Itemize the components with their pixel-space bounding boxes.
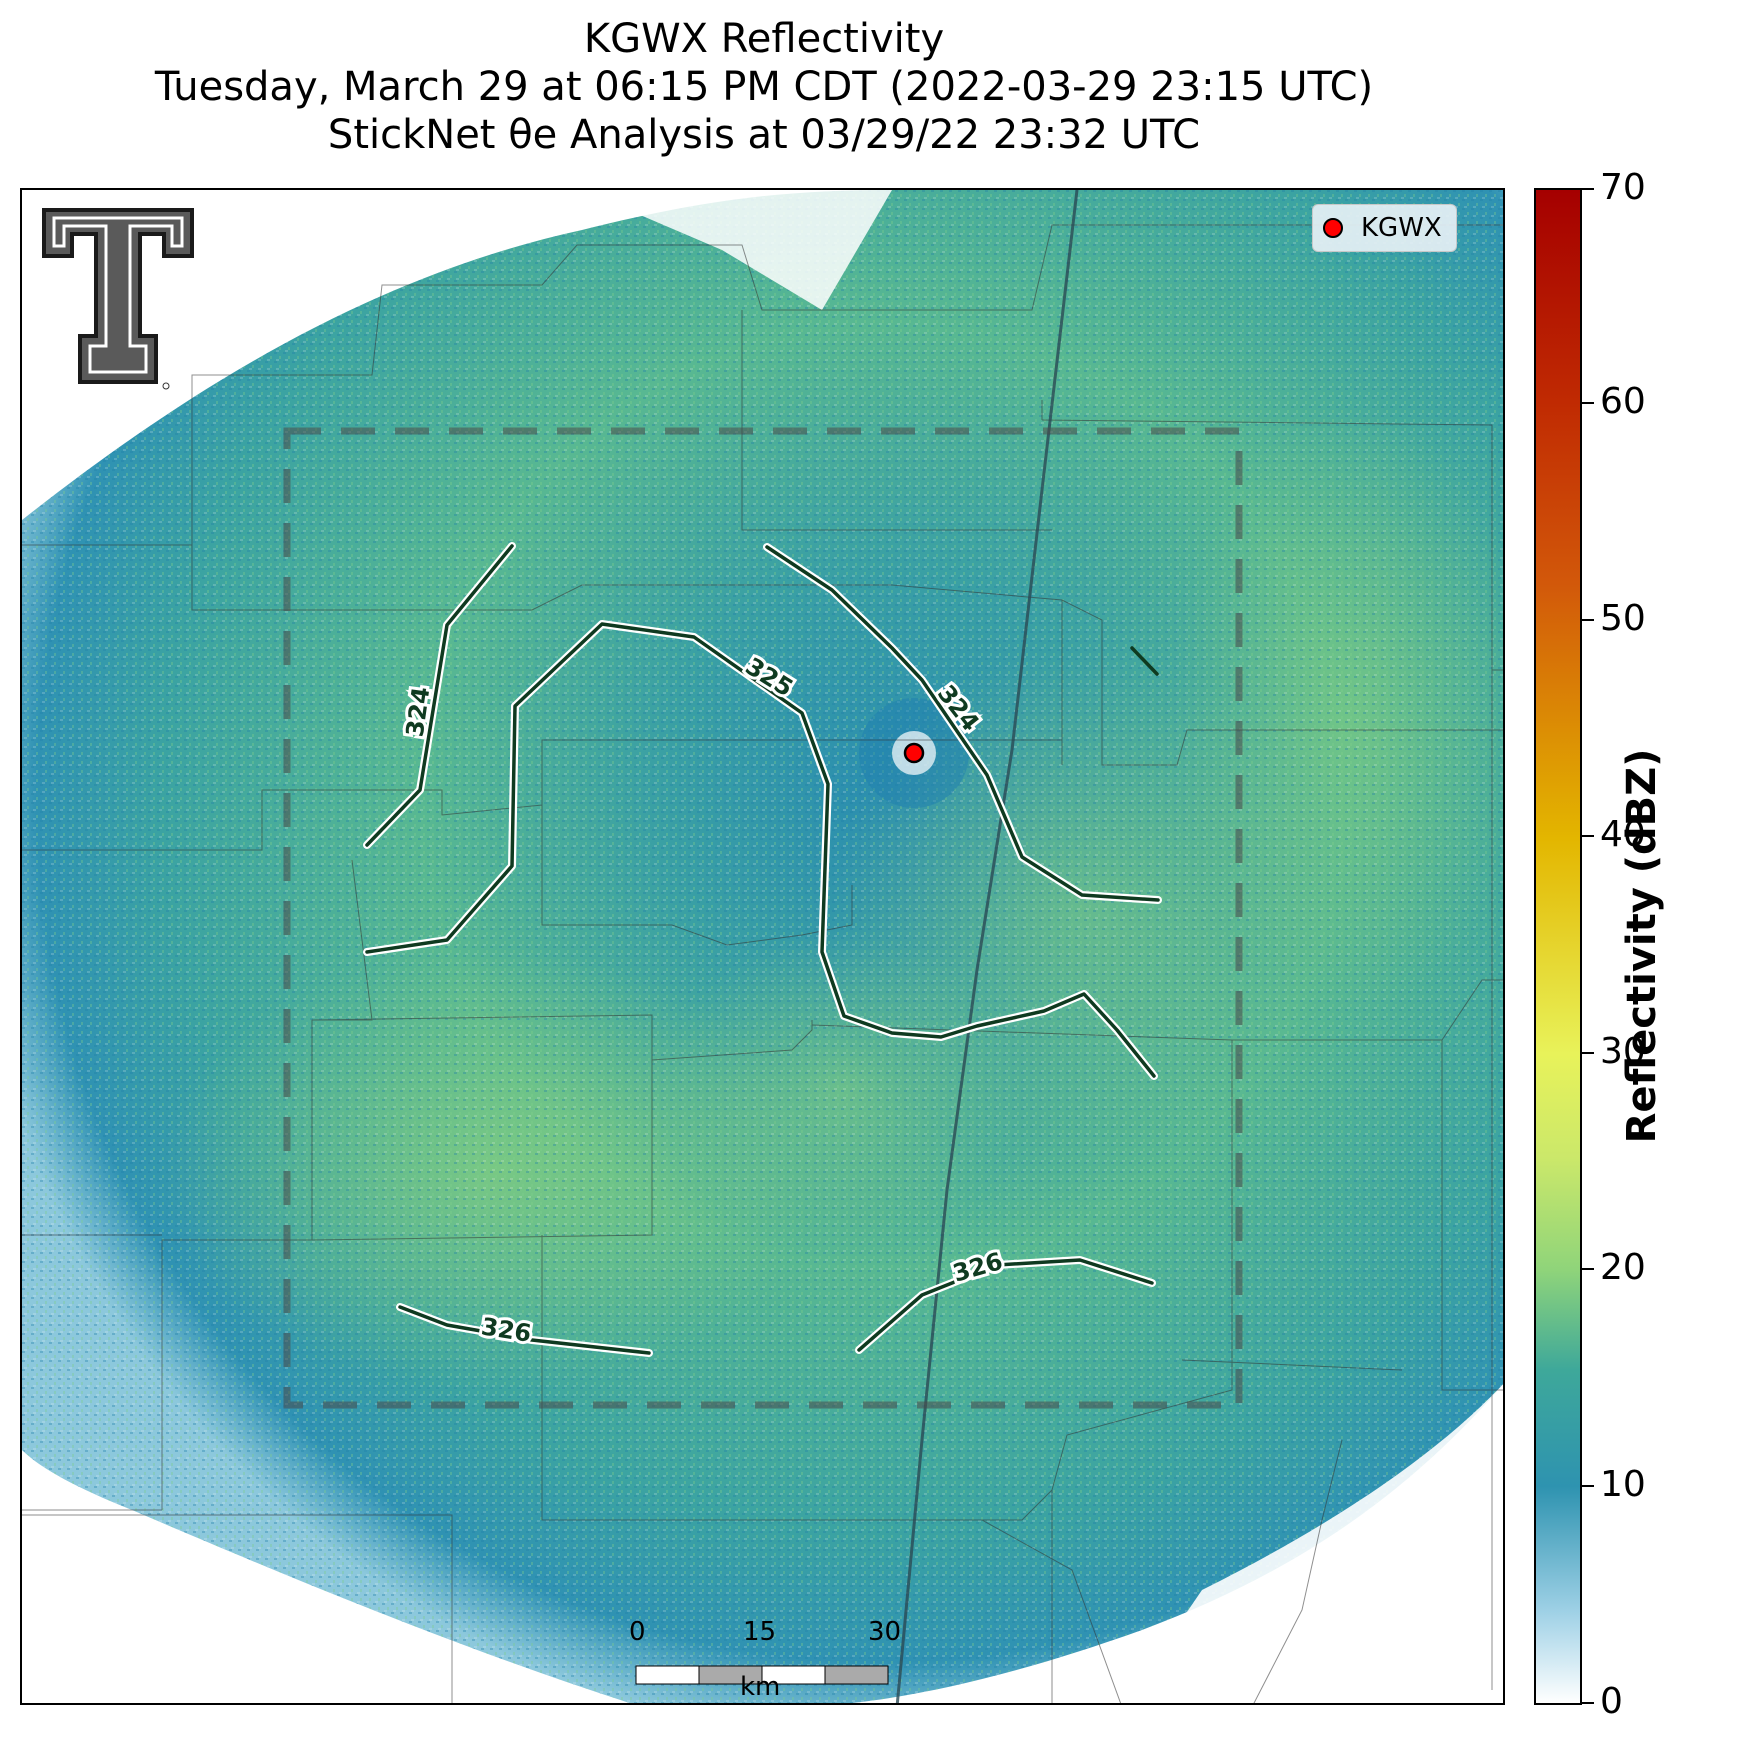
radar-site-marker[interactable] (903, 742, 925, 764)
colorbar-label-40: 40 (1600, 814, 1646, 855)
colorbar-tick (1582, 1702, 1594, 1704)
colorbar-label-70: 70 (1600, 167, 1646, 208)
title-line-3-text: StickNet θe Analysis at 03/29/22 23:32 U… (327, 112, 1201, 158)
colorbar-tick (1582, 188, 1594, 190)
colorbar-label-20: 20 (1600, 1247, 1646, 1288)
texas-tech-double-t-logo-icon (42, 208, 194, 390)
colorbar-tick (1582, 1052, 1594, 1054)
radar-map[interactable]: 324 324 325 326 326 (20, 188, 1505, 1705)
title-line-2: Tuesday, March 29 at 06:15 PM CDT (2022-… (154, 64, 1374, 110)
colorbar-label-10: 10 (1600, 1464, 1646, 1505)
radar-map-svg: 324 324 325 326 326 (22, 190, 1503, 1703)
theta-e-contours (363, 542, 1162, 1357)
legend-label: KGWX (1361, 213, 1442, 243)
scale-unit: km (740, 1672, 781, 1702)
title-line-3: StickNet θe Analysis at 03/29/22 23:32 U… (0, 112, 1528, 158)
colorbar-tick (1582, 619, 1594, 621)
colorbar-label-30: 30 (1600, 1031, 1646, 1072)
colorbar-tick (1582, 402, 1594, 404)
scale-tick-30: 30 (868, 1617, 902, 1647)
reflectivity-colorbar (1534, 188, 1582, 1705)
map-legend: KGWX (1312, 204, 1457, 252)
colorbar-label-60: 60 (1600, 381, 1646, 422)
scale-bar (635, 1665, 889, 1685)
colorbar-tick (1582, 1268, 1594, 1270)
colorbar-label-50: 50 (1600, 598, 1646, 639)
title-line-1: KGWX Reflectivity (583, 16, 945, 62)
county-boundaries (22, 224, 1503, 1703)
radar-site-legend-marker (1323, 218, 1343, 238)
colorbar-tick (1582, 1485, 1594, 1487)
colorbar-label-0: 0 (1600, 1681, 1623, 1722)
analysis-domain-box (283, 427, 1243, 1409)
colorbar-title: Reflectivity (dBZ) (1619, 748, 1665, 1144)
highway (895, 190, 1079, 1703)
reflectivity-field (22, 190, 1503, 1703)
scale-tick-0: 0 (629, 1617, 646, 1647)
colorbar-tick (1582, 835, 1594, 837)
scale-tick-15: 15 (743, 1617, 777, 1647)
